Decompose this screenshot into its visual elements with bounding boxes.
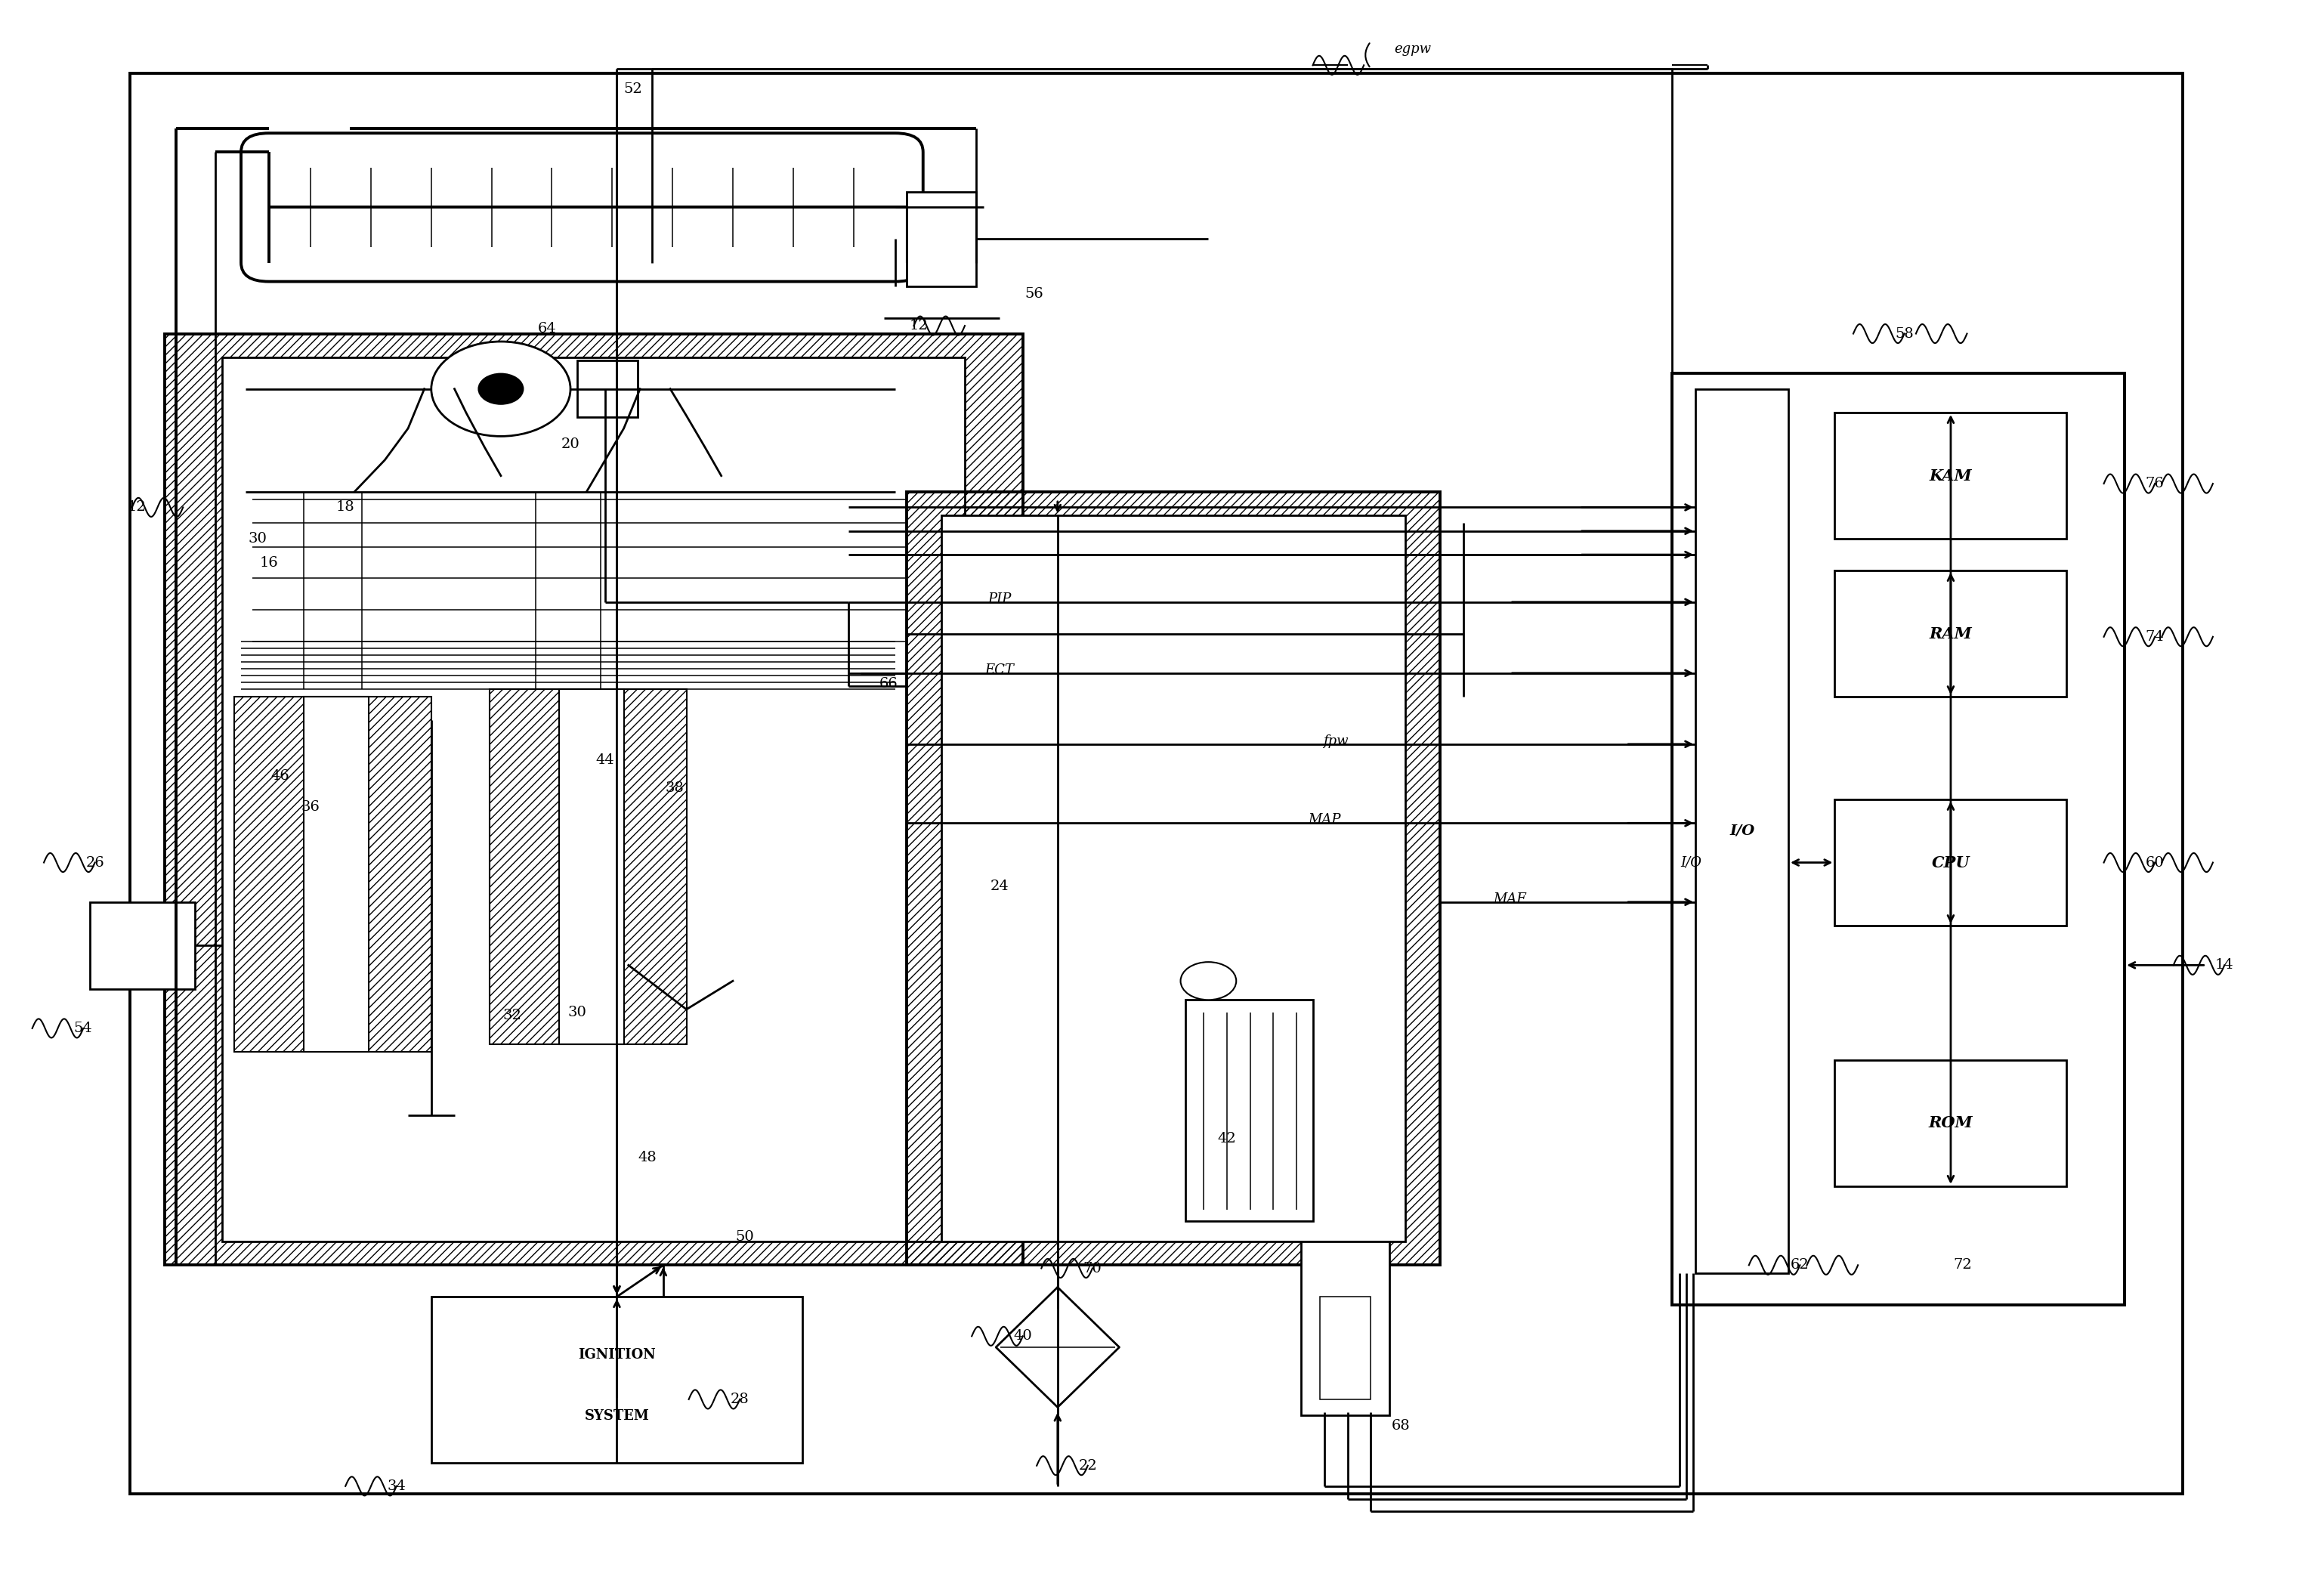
Text: IGNITION: IGNITION xyxy=(579,1349,655,1361)
Circle shape xyxy=(1181,962,1236,1000)
Text: 20: 20 xyxy=(560,437,579,451)
Text: CPU: CPU xyxy=(1931,855,1971,871)
Text: 48: 48 xyxy=(637,1151,655,1165)
FancyBboxPatch shape xyxy=(1185,1000,1313,1220)
Text: ROM: ROM xyxy=(1929,1116,1973,1130)
FancyBboxPatch shape xyxy=(242,133,923,282)
Text: 42: 42 xyxy=(1218,1132,1236,1146)
Text: 72: 72 xyxy=(1952,1258,1971,1273)
FancyBboxPatch shape xyxy=(558,689,623,1045)
FancyBboxPatch shape xyxy=(576,361,637,418)
FancyBboxPatch shape xyxy=(432,1296,802,1463)
FancyBboxPatch shape xyxy=(1834,570,2066,697)
Text: 30: 30 xyxy=(249,532,267,546)
Circle shape xyxy=(432,342,569,437)
FancyBboxPatch shape xyxy=(91,902,195,989)
Text: 64: 64 xyxy=(537,321,558,336)
Text: PIP: PIP xyxy=(988,592,1011,606)
FancyBboxPatch shape xyxy=(304,697,370,1053)
Text: 66: 66 xyxy=(878,678,897,690)
Text: 40: 40 xyxy=(1013,1330,1032,1342)
Circle shape xyxy=(479,374,523,404)
Text: 50: 50 xyxy=(734,1230,753,1244)
Text: 28: 28 xyxy=(730,1393,748,1406)
Text: 56: 56 xyxy=(1025,288,1043,301)
FancyBboxPatch shape xyxy=(1301,1241,1390,1415)
FancyBboxPatch shape xyxy=(941,514,1406,1241)
Text: 46: 46 xyxy=(272,769,290,782)
Text: 58: 58 xyxy=(1894,326,1913,340)
Text: I/O: I/O xyxy=(1729,825,1755,837)
FancyBboxPatch shape xyxy=(1320,1296,1371,1399)
Text: 74: 74 xyxy=(2145,630,2164,644)
FancyBboxPatch shape xyxy=(1697,389,1789,1273)
Text: 18: 18 xyxy=(337,500,356,514)
Text: egpw: egpw xyxy=(1394,43,1432,57)
Text: ECT: ECT xyxy=(985,663,1013,678)
FancyBboxPatch shape xyxy=(1834,413,2066,538)
Text: 52: 52 xyxy=(623,82,641,95)
Text: 44: 44 xyxy=(595,754,614,766)
Text: 12: 12 xyxy=(128,500,146,514)
FancyBboxPatch shape xyxy=(1834,799,2066,926)
Text: 70: 70 xyxy=(1083,1262,1102,1274)
Text: I/O: I/O xyxy=(1680,856,1701,869)
Text: MAF: MAF xyxy=(1494,893,1527,905)
FancyBboxPatch shape xyxy=(223,358,964,1241)
Text: fpw: fpw xyxy=(1322,735,1348,747)
Text: 34: 34 xyxy=(388,1480,407,1493)
Text: SYSTEM: SYSTEM xyxy=(583,1409,648,1423)
Text: 36: 36 xyxy=(302,801,321,814)
Text: 38: 38 xyxy=(665,782,683,795)
Text: 12: 12 xyxy=(909,318,927,332)
Text: 32: 32 xyxy=(502,1008,523,1023)
Text: 16: 16 xyxy=(260,556,279,570)
Text: 54: 54 xyxy=(74,1021,93,1035)
Text: 26: 26 xyxy=(86,856,105,869)
FancyBboxPatch shape xyxy=(1834,1061,2066,1186)
FancyBboxPatch shape xyxy=(906,192,976,287)
Text: 30: 30 xyxy=(567,1005,586,1019)
Text: KAM: KAM xyxy=(1929,469,1973,483)
Text: 22: 22 xyxy=(1078,1460,1097,1472)
Text: 68: 68 xyxy=(1392,1420,1411,1433)
FancyBboxPatch shape xyxy=(1673,374,2124,1304)
Text: 76: 76 xyxy=(2145,476,2164,491)
Text: 24: 24 xyxy=(990,880,1009,893)
Text: 62: 62 xyxy=(1789,1258,1810,1273)
Text: RAM: RAM xyxy=(1929,625,1973,641)
Text: 14: 14 xyxy=(2215,958,2233,972)
Text: 60: 60 xyxy=(2145,856,2164,869)
Text: MAP: MAP xyxy=(1308,814,1341,826)
